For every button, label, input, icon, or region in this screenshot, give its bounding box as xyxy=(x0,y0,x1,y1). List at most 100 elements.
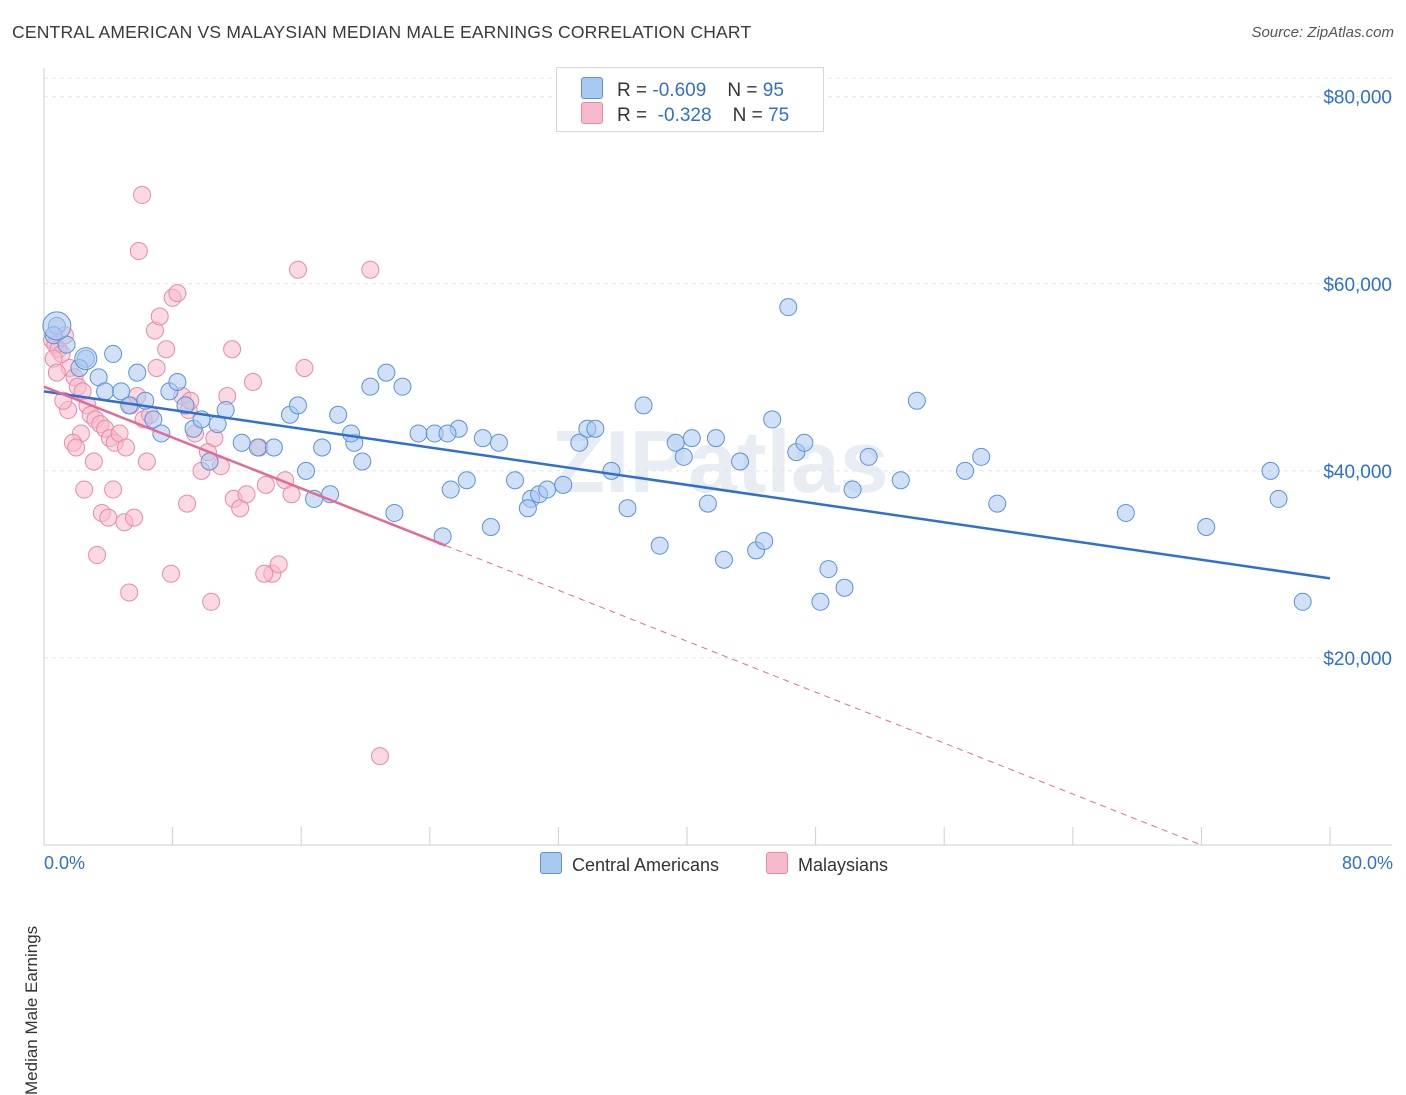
malaysians-point xyxy=(243,372,262,391)
central-americans-point xyxy=(353,452,372,471)
central-americans-point xyxy=(481,517,500,536)
legend-row-central-americans: R = -0.609 N = 95 xyxy=(581,77,784,103)
central-americans-point xyxy=(505,471,524,490)
bottom-legend-swatch-pink xyxy=(766,852,788,874)
y-tick-label: $80,000 xyxy=(1323,88,1392,109)
source-label: Source: ZipAtlas.com xyxy=(1251,24,1394,41)
malaysians-point xyxy=(161,564,180,583)
central-americans-point xyxy=(144,410,163,429)
malaysians-point xyxy=(255,564,274,583)
central-americans-point xyxy=(297,461,316,480)
malaysians-point xyxy=(202,592,221,611)
malaysians-point xyxy=(84,452,103,471)
central-americans-point xyxy=(586,419,605,438)
malaysians-trend-extension xyxy=(445,545,1202,846)
malaysians-point xyxy=(157,340,176,359)
chart-title: CENTRAL AMERICAN VS MALAYSIAN MEDIAN MAL… xyxy=(12,22,752,42)
malaysians-point xyxy=(370,747,389,766)
central-americans-point xyxy=(570,433,589,452)
legend-n-value: 75 xyxy=(768,105,790,126)
bottom-legend-label: Central Americans xyxy=(572,855,720,875)
central-americans-point xyxy=(457,471,476,490)
central-americans-point xyxy=(1116,503,1135,522)
malaysians-point xyxy=(129,242,148,261)
central-americans-point xyxy=(779,298,798,317)
malaysians-point xyxy=(237,485,256,504)
y-tick-labels: $20,000 $40,000 $60,000 $80,000 xyxy=(1323,88,1392,670)
central-americans-point xyxy=(891,471,910,490)
correlation-legend: R = -0.609 N = 95 R = -0.328 N = 75 xyxy=(556,67,824,132)
malaysians-point xyxy=(168,284,187,303)
malaysians-points xyxy=(43,185,389,766)
central-americans-point xyxy=(96,382,115,401)
central-americans-point xyxy=(634,396,653,415)
central-americans-point xyxy=(682,429,701,448)
malaysians-point xyxy=(104,480,123,499)
legend-swatch-blue xyxy=(581,77,603,99)
central-americans-point xyxy=(859,447,878,466)
central-americans-point xyxy=(393,377,412,396)
central-americans-point xyxy=(518,499,537,518)
y-tick-label: $40,000 xyxy=(1323,462,1392,483)
central-americans-point xyxy=(377,363,396,382)
central-americans-point xyxy=(361,377,380,396)
legend-n-label: N = xyxy=(727,80,758,101)
trend-lines xyxy=(43,385,1331,846)
bottom-legend-malaysians: Malaysians xyxy=(766,852,888,876)
central-americans-point xyxy=(972,447,991,466)
legend-row-malaysians: R = -0.328 N = 75 xyxy=(581,102,789,128)
malaysians-point xyxy=(47,363,66,382)
malaysians-point xyxy=(133,185,152,204)
legend-r-value: -0.609 xyxy=(652,80,707,101)
malaysians-point xyxy=(147,358,166,377)
central-americans-point xyxy=(176,396,195,415)
legend-r-label: R = xyxy=(617,105,648,126)
malaysians-trend-line xyxy=(43,385,447,547)
central-americans-point xyxy=(907,391,926,410)
malaysians-point xyxy=(178,494,197,513)
central-americans-point xyxy=(1197,517,1216,536)
legend-r-label: R = xyxy=(617,80,648,101)
central-americans-point xyxy=(168,372,187,391)
central-americans-point xyxy=(264,438,283,457)
malaysians-point xyxy=(150,307,169,326)
central-americans-point xyxy=(602,461,621,480)
central-americans-point xyxy=(342,424,361,443)
scatter-chart: ZIPatlas $20,000 $40,000 $60,000 $80,000 0.… xyxy=(42,68,1393,873)
malaysians-point xyxy=(67,438,86,457)
gridlines xyxy=(44,77,1392,659)
central-americans-point xyxy=(956,461,975,480)
legend-n-label: N = xyxy=(732,105,763,126)
x-tick-label: 0.0% xyxy=(44,853,85,873)
central-americans-point xyxy=(538,480,557,499)
bottom-legend-central-americans: Central Americans xyxy=(540,852,719,876)
central-americans-point xyxy=(1293,592,1312,611)
legend-r-value: -0.328 xyxy=(657,105,712,126)
x-tick-labels: 0.0% 80.0% xyxy=(44,853,1393,873)
malaysians-point xyxy=(120,583,139,602)
central-americans-point xyxy=(819,560,838,579)
central-americans-trend-line xyxy=(43,390,1331,580)
central-americans-point xyxy=(1261,461,1280,480)
central-americans-point xyxy=(104,344,123,363)
malaysians-point xyxy=(295,358,314,377)
central-americans-point xyxy=(835,578,854,597)
legend-swatch-pink xyxy=(581,102,603,124)
central-americans-point xyxy=(706,429,725,448)
central-americans-point xyxy=(441,480,460,499)
bottom-legend-label: Malaysians xyxy=(798,855,889,875)
central-americans-point xyxy=(42,311,72,341)
central-americans-point xyxy=(811,592,830,611)
malaysians-point xyxy=(256,475,275,494)
central-americans-point xyxy=(438,424,457,443)
watermark: ZIPatlas xyxy=(551,412,888,511)
malaysians-point xyxy=(269,555,288,574)
y-axis-label: Median Male Earnings xyxy=(22,925,41,1095)
central-americans-point xyxy=(698,494,717,513)
central-americans-point xyxy=(329,405,348,424)
central-americans-point xyxy=(554,475,573,494)
central-americans-point xyxy=(1269,489,1288,508)
central-americans-point xyxy=(112,382,131,401)
central-americans-points xyxy=(42,298,1312,611)
malaysians-point xyxy=(99,508,118,527)
